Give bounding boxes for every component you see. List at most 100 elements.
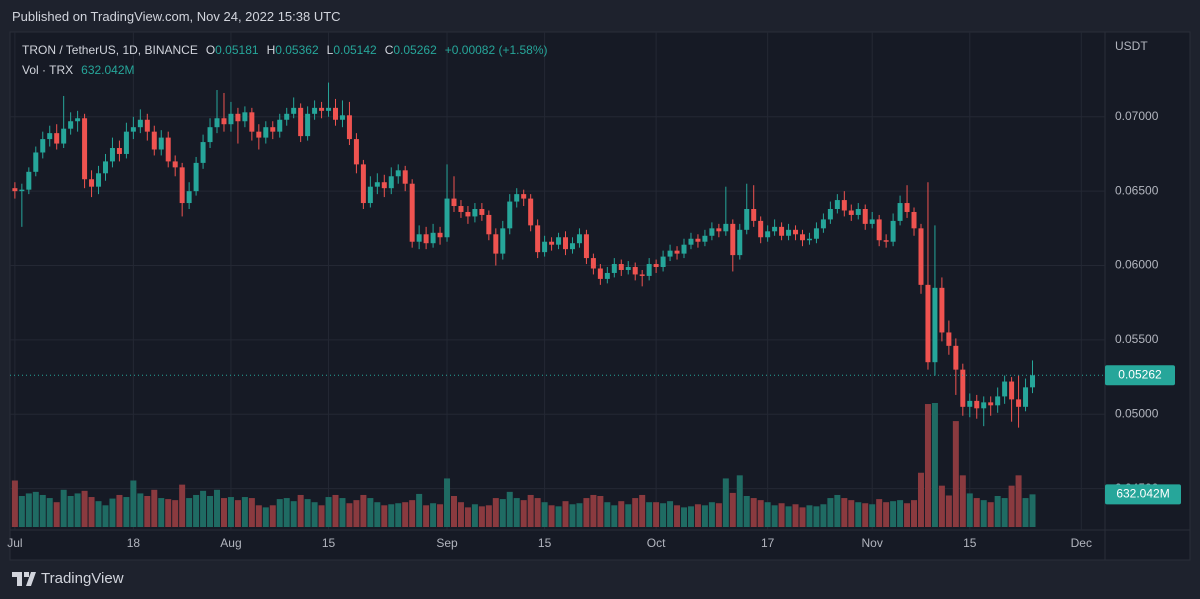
volume-bar	[1029, 494, 1036, 527]
candle-body	[416, 234, 422, 242]
volume-bar	[423, 505, 430, 527]
volume-bar	[806, 505, 813, 527]
candle-body	[869, 219, 875, 224]
change-value: +0.00082 (+1.58%)	[444, 43, 548, 57]
candle-body	[855, 208, 861, 215]
candle-body	[312, 107, 318, 114]
volume-bar	[994, 496, 1001, 527]
volume-bar	[11, 480, 18, 527]
candle-body	[89, 179, 95, 187]
candle-body	[653, 264, 659, 268]
volume-bar	[53, 502, 60, 527]
volume-bar	[646, 502, 653, 527]
candle-body	[932, 287, 938, 363]
candle-body	[625, 267, 631, 270]
candle-body	[820, 219, 826, 229]
volume-bar	[276, 499, 283, 527]
candle-body	[695, 238, 701, 242]
volume-bar	[32, 491, 39, 527]
volume-bar	[834, 494, 841, 527]
candle-body	[1009, 381, 1015, 400]
volume-bar	[234, 500, 241, 527]
candle-body	[235, 113, 241, 122]
volume-bar	[841, 498, 848, 527]
currency-label: USDT	[1115, 39, 1148, 53]
volume-bar	[485, 505, 492, 527]
last-volume-badge	[1105, 484, 1181, 505]
candle-body	[270, 127, 276, 132]
candle-body	[465, 211, 471, 217]
volume-bar	[660, 503, 667, 527]
candle-body	[451, 198, 457, 207]
volume-bar	[395, 503, 402, 527]
volume-bar	[764, 502, 771, 527]
volume-bar	[715, 503, 722, 527]
volume-bar	[283, 498, 290, 527]
candle-body	[646, 264, 652, 276]
volume-bar	[771, 505, 778, 527]
candle-body	[214, 118, 220, 128]
volume-bar	[151, 489, 158, 527]
ohlc-label: O	[205, 43, 216, 57]
candle-body	[765, 231, 771, 238]
volume-bar	[499, 499, 506, 527]
volume-bar	[471, 504, 478, 527]
candle-body	[437, 232, 443, 238]
volume-bar	[207, 496, 214, 527]
volume-row: Vol · TRX 632.042M	[22, 60, 548, 80]
candle-body	[702, 235, 708, 242]
candle-body	[353, 139, 359, 165]
x-tick-label: 17	[761, 536, 775, 550]
candle-body	[569, 243, 575, 250]
volume-bar	[123, 497, 130, 527]
candle-body	[263, 127, 269, 138]
y-tick-label: 0.05000	[1115, 406, 1159, 420]
candle-body	[632, 267, 638, 275]
candle-body	[339, 115, 345, 120]
candle-body	[876, 219, 882, 241]
candle-body	[165, 137, 171, 162]
volume-bar	[527, 494, 534, 527]
volume-bar	[214, 489, 221, 527]
volume-bar	[220, 498, 227, 527]
brand[interactable]: TradingView	[12, 570, 124, 587]
candle-body	[381, 182, 387, 189]
candle-body	[12, 188, 18, 192]
volume-bar	[945, 495, 952, 527]
volume-bar	[604, 502, 611, 527]
candle-body	[556, 237, 562, 245]
volume-bar	[897, 500, 904, 527]
volume-bar	[980, 500, 987, 527]
candle-body	[590, 258, 596, 269]
volume-bar	[506, 491, 513, 527]
volume-bar	[869, 504, 876, 527]
volume-bar	[325, 497, 332, 527]
volume-bar	[492, 498, 499, 527]
candle-body	[144, 119, 150, 132]
volume-bar	[353, 500, 360, 527]
candle-body	[40, 139, 46, 153]
candle-body	[535, 225, 541, 253]
candle-body	[897, 203, 903, 221]
volume-bar	[987, 502, 994, 527]
candle-body	[137, 119, 143, 128]
volume-bar	[583, 498, 590, 527]
candle-body	[151, 131, 157, 150]
volume-bar	[381, 505, 388, 527]
volume-bar	[193, 494, 200, 527]
candle-body	[779, 226, 785, 236]
volume-bar	[339, 498, 346, 527]
candle-body	[444, 198, 450, 238]
candle-body	[772, 226, 778, 232]
volume-bar	[144, 496, 151, 527]
volume-bar	[862, 503, 869, 527]
volume-bar	[1022, 498, 1029, 527]
ohlc-label: H	[266, 43, 276, 57]
candle-body	[611, 264, 617, 273]
volume-bar	[318, 505, 325, 527]
volume-bar	[569, 504, 576, 527]
volume-bar	[179, 484, 186, 527]
candle-body	[716, 228, 722, 232]
candle-body	[528, 198, 534, 226]
volume-bar	[1008, 485, 1015, 527]
